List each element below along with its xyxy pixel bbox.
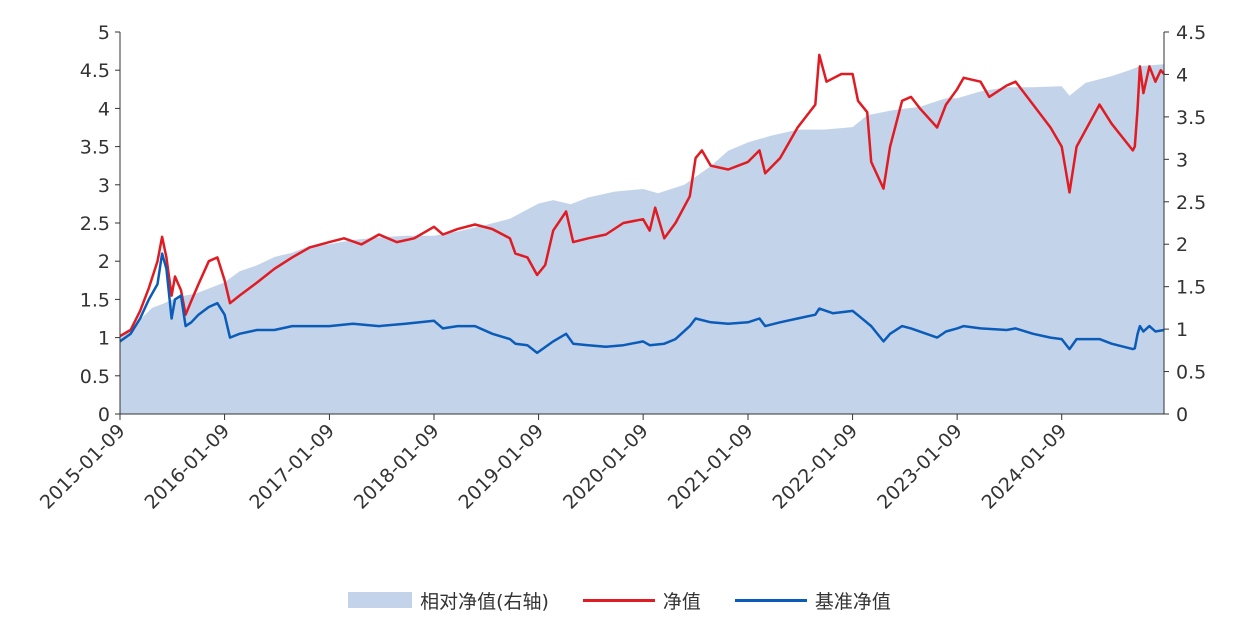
- y-left-tick-label: 0: [98, 404, 110, 426]
- legend-item-relative: 相对净值(右轴): [348, 587, 549, 614]
- y-left-tick-label: 1: [98, 328, 110, 350]
- y-left-tick-label: 2.5: [80, 213, 110, 235]
- y-right-tick-label: 1: [1176, 319, 1188, 341]
- y-left-tick-label: 5: [98, 22, 110, 44]
- series-line-benchmark: [119, 252, 1165, 355]
- legend-swatch-nav: [582, 598, 655, 602]
- y-right-tick-label: 1.5: [1176, 277, 1206, 299]
- x-tick-label: 2023-01-09: [873, 420, 967, 514]
- x-tick-label: 2024-01-09: [978, 420, 1072, 514]
- legend-item-benchmark: 基准净值: [734, 587, 891, 614]
- x-tick-label: 2019-01-09: [454, 420, 548, 514]
- y-left-tick-label: 0.5: [80, 366, 110, 388]
- x-tick-label: 2018-01-09: [350, 420, 444, 514]
- legend-swatch-benchmark: [734, 598, 807, 602]
- y-right-tick-label: 3: [1176, 149, 1188, 171]
- y-right-tick-label: 4: [1176, 64, 1188, 86]
- x-tick-label: 2016-01-09: [140, 420, 234, 514]
- y-left-tick-label: 1.5: [80, 289, 110, 311]
- legend-label-benchmark: 基准净值: [814, 590, 891, 613]
- y-left-tick-label: 2: [98, 251, 110, 273]
- legend: 相对净值(右轴) 净值 基准净值: [0, 584, 1239, 616]
- legend-label-relative: 相对净值(右轴): [420, 590, 549, 613]
- y-right-tick-label: 2.5: [1176, 192, 1206, 214]
- legend-item-nav: 净值: [582, 587, 701, 614]
- line-layer: [119, 53, 1165, 355]
- y-left-tick-label: 3: [98, 175, 110, 197]
- y-left-tick-label: 3.5: [80, 137, 110, 159]
- legend-label-nav: 净值: [662, 590, 701, 613]
- y-left-tick-label: 4: [98, 98, 110, 120]
- y-right-tick-label: 2: [1176, 234, 1188, 256]
- x-tick-label: 2017-01-09: [245, 420, 339, 514]
- series-line-nav: [119, 53, 1165, 338]
- series-area-relative: [120, 64, 1164, 415]
- area-layer: [120, 64, 1164, 415]
- x-tick-label: 2021-01-09: [664, 420, 758, 514]
- x-tick-label: 2020-01-09: [559, 420, 653, 514]
- legend-swatch-relative: [348, 592, 413, 608]
- x-tick-label: 2015-01-09: [36, 420, 130, 514]
- y-left-tick-label: 4.5: [80, 60, 110, 82]
- y-right-tick-label: 0: [1176, 404, 1188, 426]
- chart: 0 0.5 1 1.5 2 2.5 3 3.5 4 4.5 5 0 0.5 1 1.5 2 2.5 3 3.5 4 4.…: [36, 22, 1206, 514]
- x-tick-label: 2022-01-09: [768, 420, 862, 514]
- y-right-tick-label: 3.5: [1176, 107, 1206, 129]
- y-right-tick-label: 4.5: [1176, 22, 1206, 44]
- y-right-tick-label: 0.5: [1176, 362, 1206, 384]
